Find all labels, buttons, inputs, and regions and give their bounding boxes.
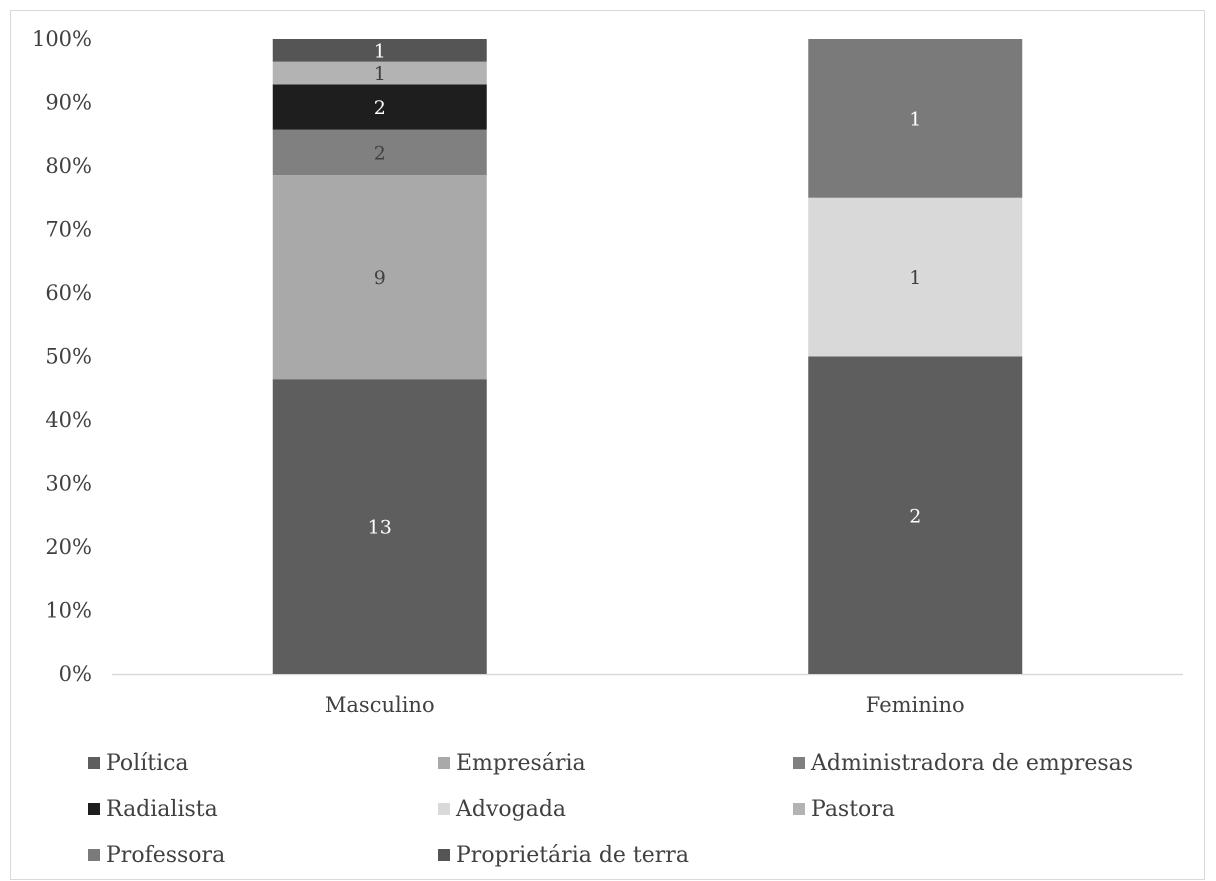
data-label: 2 bbox=[909, 505, 921, 527]
legend-swatch bbox=[438, 757, 450, 769]
legend-label: Política bbox=[106, 750, 189, 776]
y-tick-label: 70% bbox=[45, 218, 92, 242]
y-tick-label: 50% bbox=[45, 345, 92, 369]
legend-row: Professora Proprietária de terra bbox=[88, 832, 1198, 878]
bar-segment bbox=[272, 175, 487, 380]
legend-swatch bbox=[793, 803, 805, 815]
legend-item: Advogada bbox=[438, 797, 793, 822]
bar-segment bbox=[272, 84, 487, 130]
data-label: 2 bbox=[374, 142, 386, 164]
legend-label: Pastora bbox=[811, 796, 895, 822]
legend-label: Proprietária de terra bbox=[456, 842, 689, 868]
chart-legend: Política Empresária Administradora de empr… bbox=[88, 740, 1198, 878]
legend-item: Professora bbox=[88, 843, 438, 868]
data-label: 1 bbox=[374, 63, 386, 85]
data-label: 1 bbox=[909, 267, 921, 289]
legend-item: Proprietária de terra bbox=[438, 843, 793, 868]
legend-label: Professora bbox=[106, 842, 226, 868]
y-tick-label: 80% bbox=[45, 154, 92, 178]
y-tick-label: 90% bbox=[45, 91, 92, 115]
data-label: 1 bbox=[909, 108, 921, 130]
bar-segment bbox=[808, 39, 1023, 198]
legend-swatch bbox=[88, 849, 100, 861]
bar-segment bbox=[808, 356, 1023, 674]
legend-swatch bbox=[88, 803, 100, 815]
legend-row: Radialista Advogada Pastora bbox=[88, 786, 1198, 832]
y-tick-label: 30% bbox=[45, 472, 92, 496]
y-tick-label: 100% bbox=[32, 27, 92, 51]
y-tick-label: 0% bbox=[59, 662, 92, 686]
legend-item: Pastora bbox=[793, 797, 1198, 822]
legend-label: Empresária bbox=[456, 750, 586, 776]
data-label: 1 bbox=[374, 40, 386, 62]
data-label: 2 bbox=[374, 97, 386, 119]
legend-item: Empresária bbox=[438, 751, 793, 776]
legend-row: Política Empresária Administradora de empr… bbox=[88, 740, 1198, 786]
data-label: 13 bbox=[368, 517, 392, 539]
bar-segment bbox=[272, 39, 487, 62]
y-tick-label: 40% bbox=[45, 408, 92, 432]
bar-segment bbox=[272, 379, 487, 674]
legend-label: Administradora de empresas bbox=[811, 750, 1134, 776]
bar-segment bbox=[272, 61, 487, 85]
bar-segment bbox=[808, 197, 1023, 357]
y-tick-label: 10% bbox=[45, 599, 92, 623]
legend-swatch bbox=[438, 803, 450, 815]
legend-swatch bbox=[438, 849, 450, 861]
legend-item: Política bbox=[88, 751, 438, 776]
legend-label: Advogada bbox=[456, 796, 567, 822]
legend-label: Radialista bbox=[106, 796, 218, 822]
x-category-label: Feminino bbox=[866, 693, 965, 717]
legend-item: Radialista bbox=[88, 797, 438, 822]
bar-segment bbox=[272, 129, 487, 176]
x-category-label: Masculino bbox=[325, 693, 435, 717]
legend-item: Administradora de empresas bbox=[793, 751, 1198, 776]
y-tick-label: 20% bbox=[45, 535, 92, 559]
stacked-bar-chart: 0%10%20%30%40%50%60%70%80%90%100%1392211… bbox=[32, 27, 1183, 717]
data-label: 9 bbox=[374, 267, 386, 289]
legend-swatch bbox=[793, 757, 805, 769]
y-tick-label: 60% bbox=[45, 281, 92, 305]
legend-swatch bbox=[88, 757, 100, 769]
